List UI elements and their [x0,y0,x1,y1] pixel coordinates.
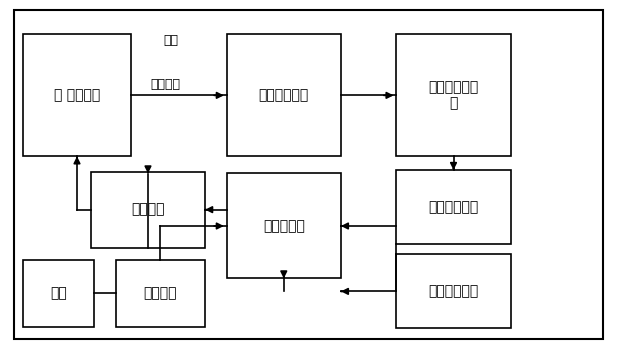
Bar [396,34,511,156]
Text: 第 一单片机: 第 一单片机 [54,88,100,102]
Bar [227,34,341,156]
Bar [396,254,511,328]
Bar [227,174,341,279]
Bar [396,170,511,244]
Text: 过零检测: 过零检测 [144,286,177,300]
Text: 光耦通信: 光耦通信 [131,203,165,217]
Bar [23,260,94,327]
Text: 电源: 电源 [50,286,67,300]
Text: 电压采样电路: 电压采样电路 [428,285,479,298]
Text: 可控硅输出电
路: 可控硅输出电 路 [428,80,479,110]
Bar [91,172,205,247]
Text: 相位驱动: 相位驱动 [150,77,180,91]
Text: 第二单片机: 第二单片机 [263,219,304,233]
Text: 调压: 调压 [164,34,179,48]
Text: 光耦驱动电路: 光耦驱动电路 [259,88,309,102]
Bar [23,34,131,156]
Text: 电流采样电路: 电流采样电路 [428,200,479,214]
Bar [115,260,205,327]
